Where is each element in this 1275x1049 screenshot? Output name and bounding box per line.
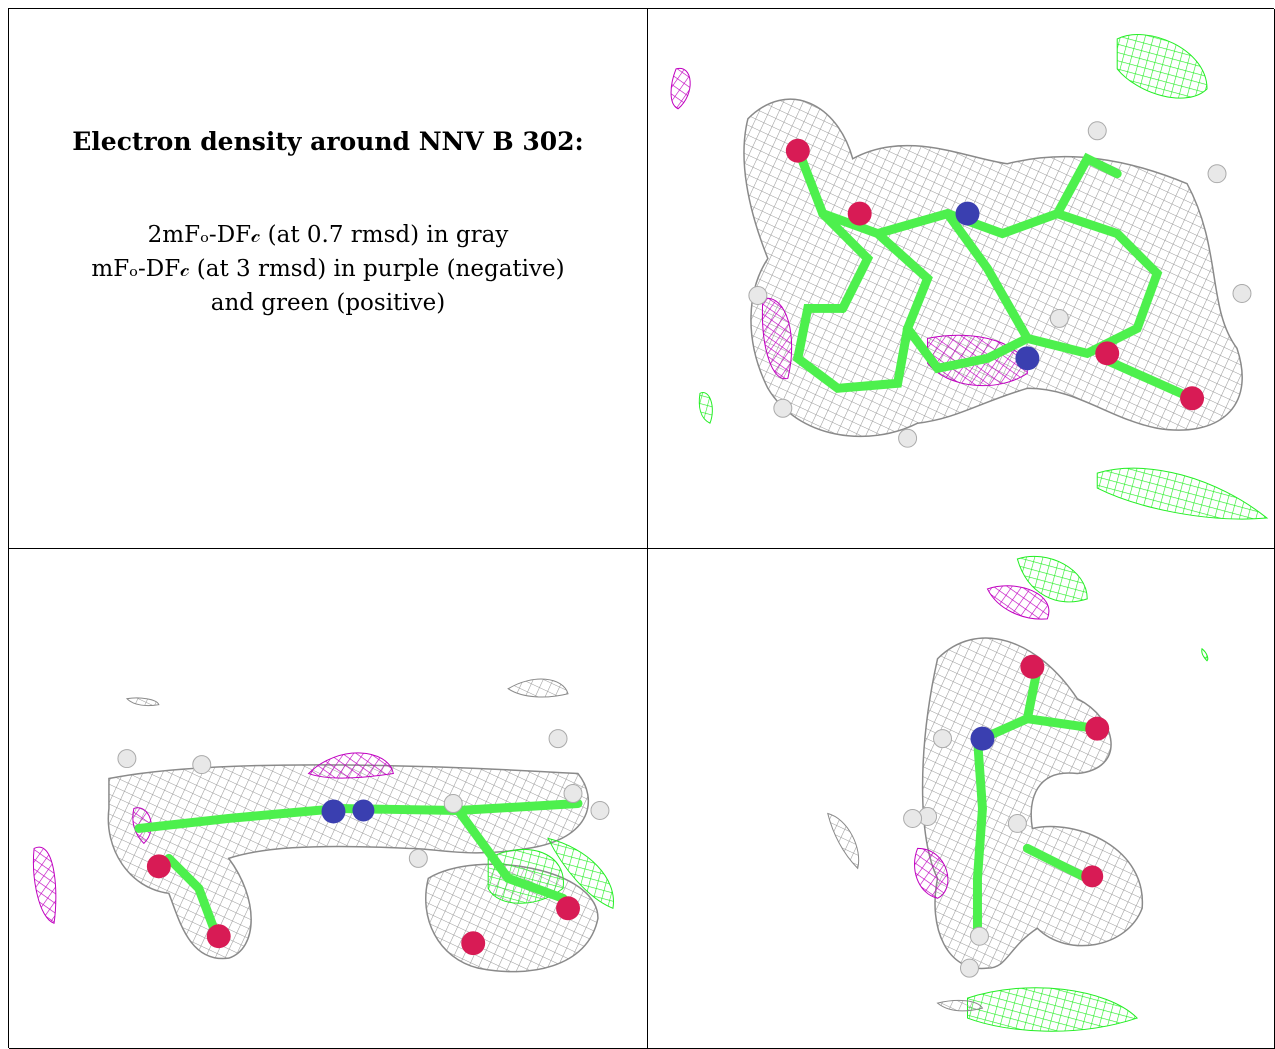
positive-density-mesh — [1096, 467, 1269, 520]
positive-density-mesh — [698, 392, 713, 424]
negative-density-mesh — [33, 846, 57, 924]
oxygen-atom — [206, 924, 231, 949]
hydrogen-atom — [748, 285, 768, 305]
hydrogen-atom — [903, 808, 923, 828]
caption: Electron density around NNV B 302: 2mFₒ-… — [9, 127, 647, 320]
hydrogen-atom — [1049, 308, 1069, 328]
nitrogen-atom — [1015, 346, 1040, 371]
nitrogen-atom — [955, 201, 980, 226]
density-view-end — [648, 549, 1275, 1049]
hydrogen-atom — [933, 729, 953, 749]
positive-density-mesh — [1116, 34, 1208, 99]
oxygen-atom — [1081, 865, 1104, 888]
density-image-top — [670, 34, 1269, 520]
figure-table: Electron density around NNV B 302: 2mFₒ-… — [8, 8, 1275, 1049]
hydrogen-atom — [969, 926, 989, 946]
nitrogen-atom — [352, 799, 375, 822]
negative-density-mesh — [670, 67, 691, 110]
caption-title: Electron density around NNV B 302: — [72, 127, 584, 156]
ligand-atoms — [903, 654, 1110, 978]
hydrogen-atom — [1007, 813, 1027, 833]
hydrogen-atom — [408, 848, 428, 868]
hydrogen-atom — [563, 784, 583, 803]
hydrogen-atom — [548, 729, 568, 749]
caption-line-purple: mFₒ-DF𝒸 (at 3 rmsd) in purple (negative) — [91, 256, 565, 282]
caption-line-gray: 2mFₒ-DF𝒸 (at 0.7 rmsd) in gray — [147, 222, 509, 248]
hydrogen-atom — [443, 794, 463, 813]
hydrogen-atom — [192, 755, 212, 775]
gray-density-mesh — [507, 678, 569, 698]
positive-density-mesh — [547, 837, 614, 909]
oxygen-atom — [1020, 654, 1045, 679]
nitrogen-atom — [321, 799, 346, 824]
hydrogen-atom — [1087, 121, 1107, 141]
hydrogen-atom — [1207, 164, 1227, 184]
oxygen-atom — [1180, 386, 1205, 411]
negative-density-mesh — [986, 585, 1050, 620]
caption-lines: 2mFₒ-DF𝒸 (at 0.7 rmsd) in gray mFₒ-DF𝒸 (… — [9, 218, 647, 320]
oxygen-atom — [556, 896, 580, 921]
oxygen-atom — [461, 931, 486, 956]
caption-line-green: and green (positive) — [210, 290, 446, 316]
density-view-top — [648, 9, 1275, 549]
density-image-side — [33, 678, 614, 973]
gray-density-mesh — [125, 697, 160, 707]
positive-density-mesh — [966, 987, 1139, 1032]
gray-density-mesh — [827, 812, 860, 870]
caption-cell: Electron density around NNV B 302: 2mFₒ-… — [9, 9, 648, 549]
ligand-atoms — [748, 121, 1252, 448]
density-image-end — [827, 555, 1209, 1032]
positive-density-mesh — [1016, 555, 1088, 603]
oxygen-atom — [1095, 341, 1120, 366]
oxygen-atom — [1085, 716, 1110, 741]
negative-density-mesh — [914, 847, 949, 899]
gray-density-mesh — [936, 999, 984, 1012]
hydrogen-atom — [960, 958, 979, 978]
ligand-atoms — [117, 729, 610, 956]
oxygen-atom — [785, 138, 810, 163]
oxygen-atom — [146, 854, 171, 879]
oxygen-atom — [847, 201, 872, 226]
hydrogen-atom — [1232, 283, 1252, 303]
negative-density-mesh — [307, 752, 394, 779]
positive-density-mesh — [1201, 647, 1209, 662]
hydrogen-atom — [773, 398, 793, 418]
hydrogen-atom — [117, 749, 137, 769]
density-view-side — [9, 549, 648, 1049]
nitrogen-atom — [970, 726, 995, 751]
hydrogen-atom — [898, 428, 918, 448]
negative-density-mesh — [761, 297, 793, 380]
hydrogen-atom — [590, 800, 610, 820]
